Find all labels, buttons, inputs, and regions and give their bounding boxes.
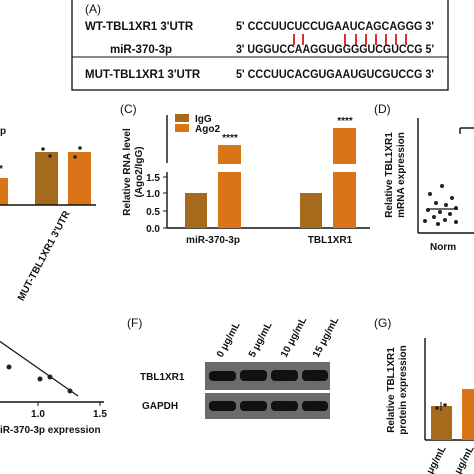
bar <box>185 193 207 228</box>
points <box>6 364 73 394</box>
x-tick-label: Norm <box>430 242 456 253</box>
axis-break <box>160 164 370 172</box>
x-label: iR-370-3p expression <box>0 425 101 436</box>
bar <box>431 406 452 440</box>
axis-label-fragment: p <box>0 126 6 137</box>
y-tick-label: 1.0 <box>146 189 160 200</box>
legend-label: IgG <box>195 114 212 125</box>
y-label: (Ago2/IgG) <box>134 146 145 197</box>
lane-label: 0 μg/mL <box>215 320 243 359</box>
bar <box>333 128 356 228</box>
x-label: MUT-TBL1XR1 3'UTR <box>16 209 73 303</box>
sequence-box <box>71 0 449 91</box>
lane-label: 15 μg/mL <box>311 315 341 359</box>
points <box>435 403 447 410</box>
blot-label: TBL1XR1 <box>140 372 185 383</box>
row-name: WT-TBL1XR1 3'UTR <box>85 21 194 33</box>
row-name: MUT-TBL1XR1 3'UTR <box>85 69 201 81</box>
y-label: Relative RNA level <box>122 128 133 216</box>
points <box>423 184 458 226</box>
x-tick-label: 0 μg/mL <box>421 444 449 474</box>
panel-label: (F) <box>127 316 142 330</box>
blot-label: GAPDH <box>142 401 178 412</box>
panel-label: (A) <box>85 2 101 16</box>
lane-label: 10 μg/mL <box>279 315 309 359</box>
sequence: 5' CCCUUCACGUGAAUGUCGUCCG 3' <box>236 69 434 81</box>
x-tick-label: 1.0 <box>31 409 45 420</box>
x-ticks <box>37 402 101 406</box>
y-label: mRNA expression <box>396 132 407 218</box>
x-tick-label: TBL1XR1 <box>308 235 353 246</box>
bands <box>209 370 328 411</box>
pairing-lines <box>293 34 407 45</box>
legend-swatch <box>175 124 189 132</box>
x-tick-label: 5 μg/mL <box>449 444 474 474</box>
y-tick-label: 0.0 <box>146 224 160 235</box>
significance: **** <box>337 116 353 127</box>
significance: **** <box>222 133 238 144</box>
y-tick-label: 1.5 <box>146 173 160 184</box>
bar <box>0 178 8 205</box>
fit-line <box>0 340 79 397</box>
bar <box>218 145 241 228</box>
panel-label: (C) <box>120 102 137 116</box>
lane-label: 5 μg/mL <box>247 320 275 359</box>
bar <box>68 152 91 205</box>
x-tick-label: miR-370-3p <box>186 235 240 246</box>
panel-label: (G) <box>374 316 391 330</box>
y-label: Relative TBL1XR1 <box>386 347 397 433</box>
row-name: miR-370-3p <box>110 44 172 56</box>
y-label: Relative TBL1XR1 <box>384 132 395 218</box>
significance: * <box>0 164 3 175</box>
y-ticks <box>163 176 167 229</box>
y-label: protein expression <box>398 345 409 434</box>
bar <box>300 193 322 228</box>
bar <box>35 152 58 205</box>
sequence: 5' CCCUUCUCCUGAAUCAGCAGGG 3' <box>236 21 434 33</box>
points <box>41 146 82 159</box>
sequence: 3' UGGUCCAAGGUGGGGUCGUCCG 5' <box>236 44 434 56</box>
panel-label: (D) <box>374 102 391 116</box>
x-tick-label: 1.5 <box>93 409 107 420</box>
legend-swatch <box>175 114 189 122</box>
y-tick-label: 0.5 <box>146 207 160 218</box>
bar <box>462 389 474 440</box>
legend-label: Ago2 <box>195 124 220 135</box>
